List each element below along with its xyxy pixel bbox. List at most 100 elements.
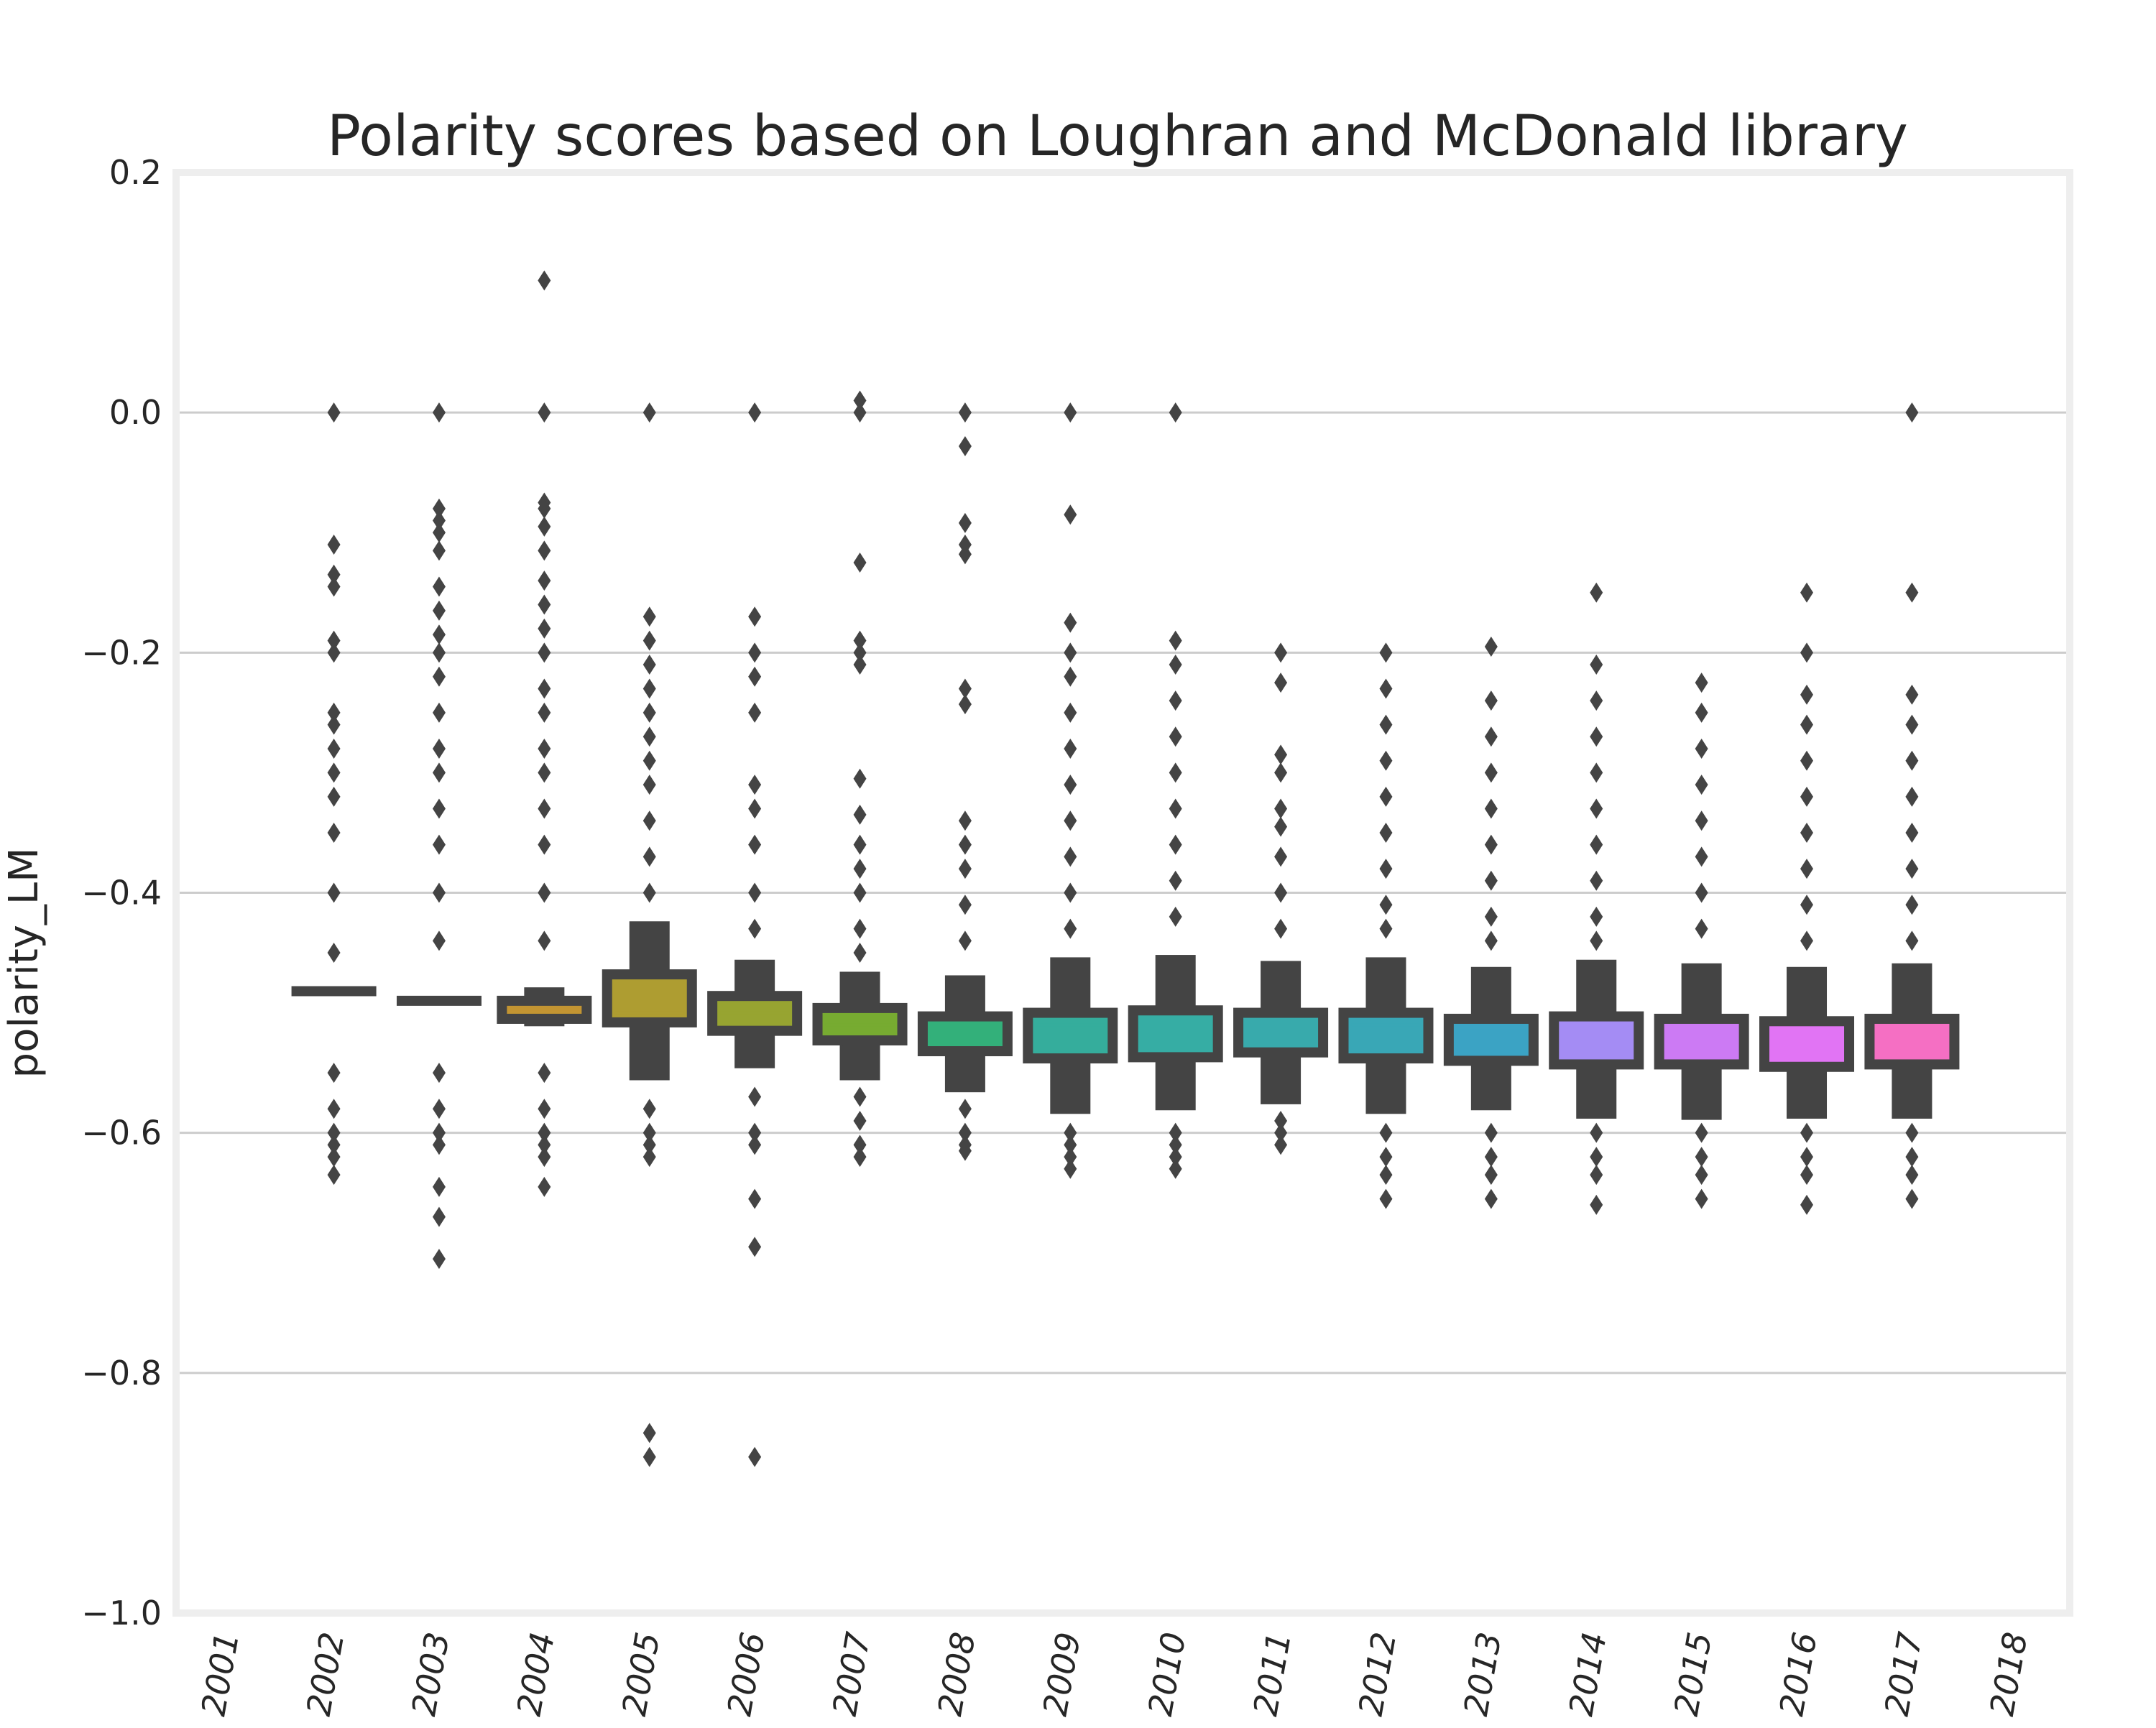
outlier-point <box>432 540 446 561</box>
outlier-point <box>1379 714 1393 735</box>
outlier-point <box>1905 1188 1919 1209</box>
outlier-point <box>327 714 341 735</box>
outlier-point <box>538 540 551 561</box>
outlier-point <box>432 702 446 723</box>
y-tick-label: −0.4 <box>81 874 162 912</box>
outlier-point <box>1484 1165 1498 1186</box>
outlier-point <box>1274 816 1288 837</box>
category-group-2003 <box>396 402 482 1270</box>
outlier-point <box>327 630 341 651</box>
outlier-point <box>1800 1194 1814 1215</box>
outlier-point <box>1274 744 1288 765</box>
category-group-2007 <box>812 390 908 1168</box>
outlier-point <box>853 402 867 423</box>
outlier-point <box>538 702 551 723</box>
category-group-2002 <box>291 402 377 1186</box>
outlier-point <box>1800 1122 1814 1143</box>
outlier-point <box>1274 1122 1288 1143</box>
outlier-point <box>1169 1135 1182 1155</box>
outlier-point <box>1590 798 1603 819</box>
outlier-point <box>1274 1110 1288 1131</box>
outlier-point <box>748 642 762 663</box>
outlier-point <box>1064 918 1077 939</box>
outlier-point <box>642 1423 656 1443</box>
outlier-point <box>432 576 446 597</box>
outlier-point <box>327 1147 341 1168</box>
outlier-point <box>327 943 341 964</box>
outlier-point <box>327 564 341 585</box>
outlier-point <box>327 762 341 783</box>
outlier-point <box>1169 726 1182 747</box>
outlier-point <box>958 834 972 855</box>
outlier-point <box>1064 775 1077 795</box>
outlier-point <box>1274 918 1288 939</box>
outlier-point <box>853 943 867 964</box>
outlier-point <box>1379 918 1393 939</box>
outlier-point <box>748 1446 762 1467</box>
outlier-point <box>853 882 867 903</box>
outlier-point <box>327 702 341 723</box>
outlier-point <box>327 739 341 759</box>
category-group-2006 <box>707 402 803 1467</box>
outlier-point <box>432 762 446 783</box>
outlier-point <box>1905 1147 1919 1168</box>
outlier-point <box>853 918 867 939</box>
outlier-point <box>327 402 341 423</box>
y-axis-label: polarity_LM <box>1 848 47 1078</box>
letter-value-box <box>917 1011 1013 1057</box>
y-tick-label: −0.8 <box>81 1354 162 1392</box>
outlier-point <box>853 859 867 879</box>
outlier-point <box>642 606 656 627</box>
outlier-point <box>327 576 341 597</box>
outlier-point <box>1064 504 1077 525</box>
category-group-2015 <box>1654 673 1749 1209</box>
outlier-point <box>1484 762 1498 783</box>
outlier-point <box>538 798 551 819</box>
outlier-point <box>327 534 341 555</box>
outlier-point <box>1379 1165 1393 1186</box>
outlier-point <box>432 798 446 819</box>
outlier-point <box>1905 684 1919 705</box>
letter-value-box <box>1128 1005 1223 1063</box>
outlier-point <box>1169 402 1182 423</box>
outlier-point <box>538 1176 551 1197</box>
outlier-point <box>538 618 551 639</box>
outlier-point <box>538 594 551 615</box>
outlier-point <box>432 522 446 543</box>
outlier-point <box>642 775 656 795</box>
outlier-point <box>432 510 446 531</box>
outlier-point <box>432 930 446 951</box>
outlier-point <box>538 1135 551 1155</box>
category-group-2008 <box>917 402 1013 1161</box>
outlier-point <box>538 834 551 855</box>
outlier-point <box>748 1122 762 1143</box>
letter-value-box <box>602 969 697 1027</box>
outlier-point <box>1905 895 1919 915</box>
outlier-point <box>432 739 446 759</box>
outlier-point <box>1905 786 1919 807</box>
outlier-point <box>853 553 867 573</box>
outlier-point <box>1484 870 1498 891</box>
outlier-point <box>1064 612 1077 633</box>
outlier-point <box>958 678 972 699</box>
outlier-point <box>1590 930 1603 951</box>
outlier-point <box>1379 822 1393 843</box>
outlier-point <box>1905 859 1919 879</box>
outlier-point <box>1169 630 1182 651</box>
outlier-point <box>1064 1158 1077 1179</box>
category-group-2014 <box>1549 582 1644 1215</box>
outlier-point <box>1484 726 1498 747</box>
outlier-point <box>538 270 551 291</box>
outlier-point <box>642 1099 656 1119</box>
outlier-point <box>1590 1147 1603 1168</box>
outlier-point <box>538 402 551 423</box>
category-group-2012 <box>1338 642 1434 1209</box>
outlier-point <box>853 1147 867 1168</box>
outlier-point <box>1695 702 1708 723</box>
outlier-point <box>958 930 972 951</box>
outlier-point <box>1379 642 1393 663</box>
outlier-point <box>1484 690 1498 711</box>
outlier-point <box>327 786 341 807</box>
outlier-point <box>1695 673 1708 693</box>
outlier-point <box>853 768 867 789</box>
